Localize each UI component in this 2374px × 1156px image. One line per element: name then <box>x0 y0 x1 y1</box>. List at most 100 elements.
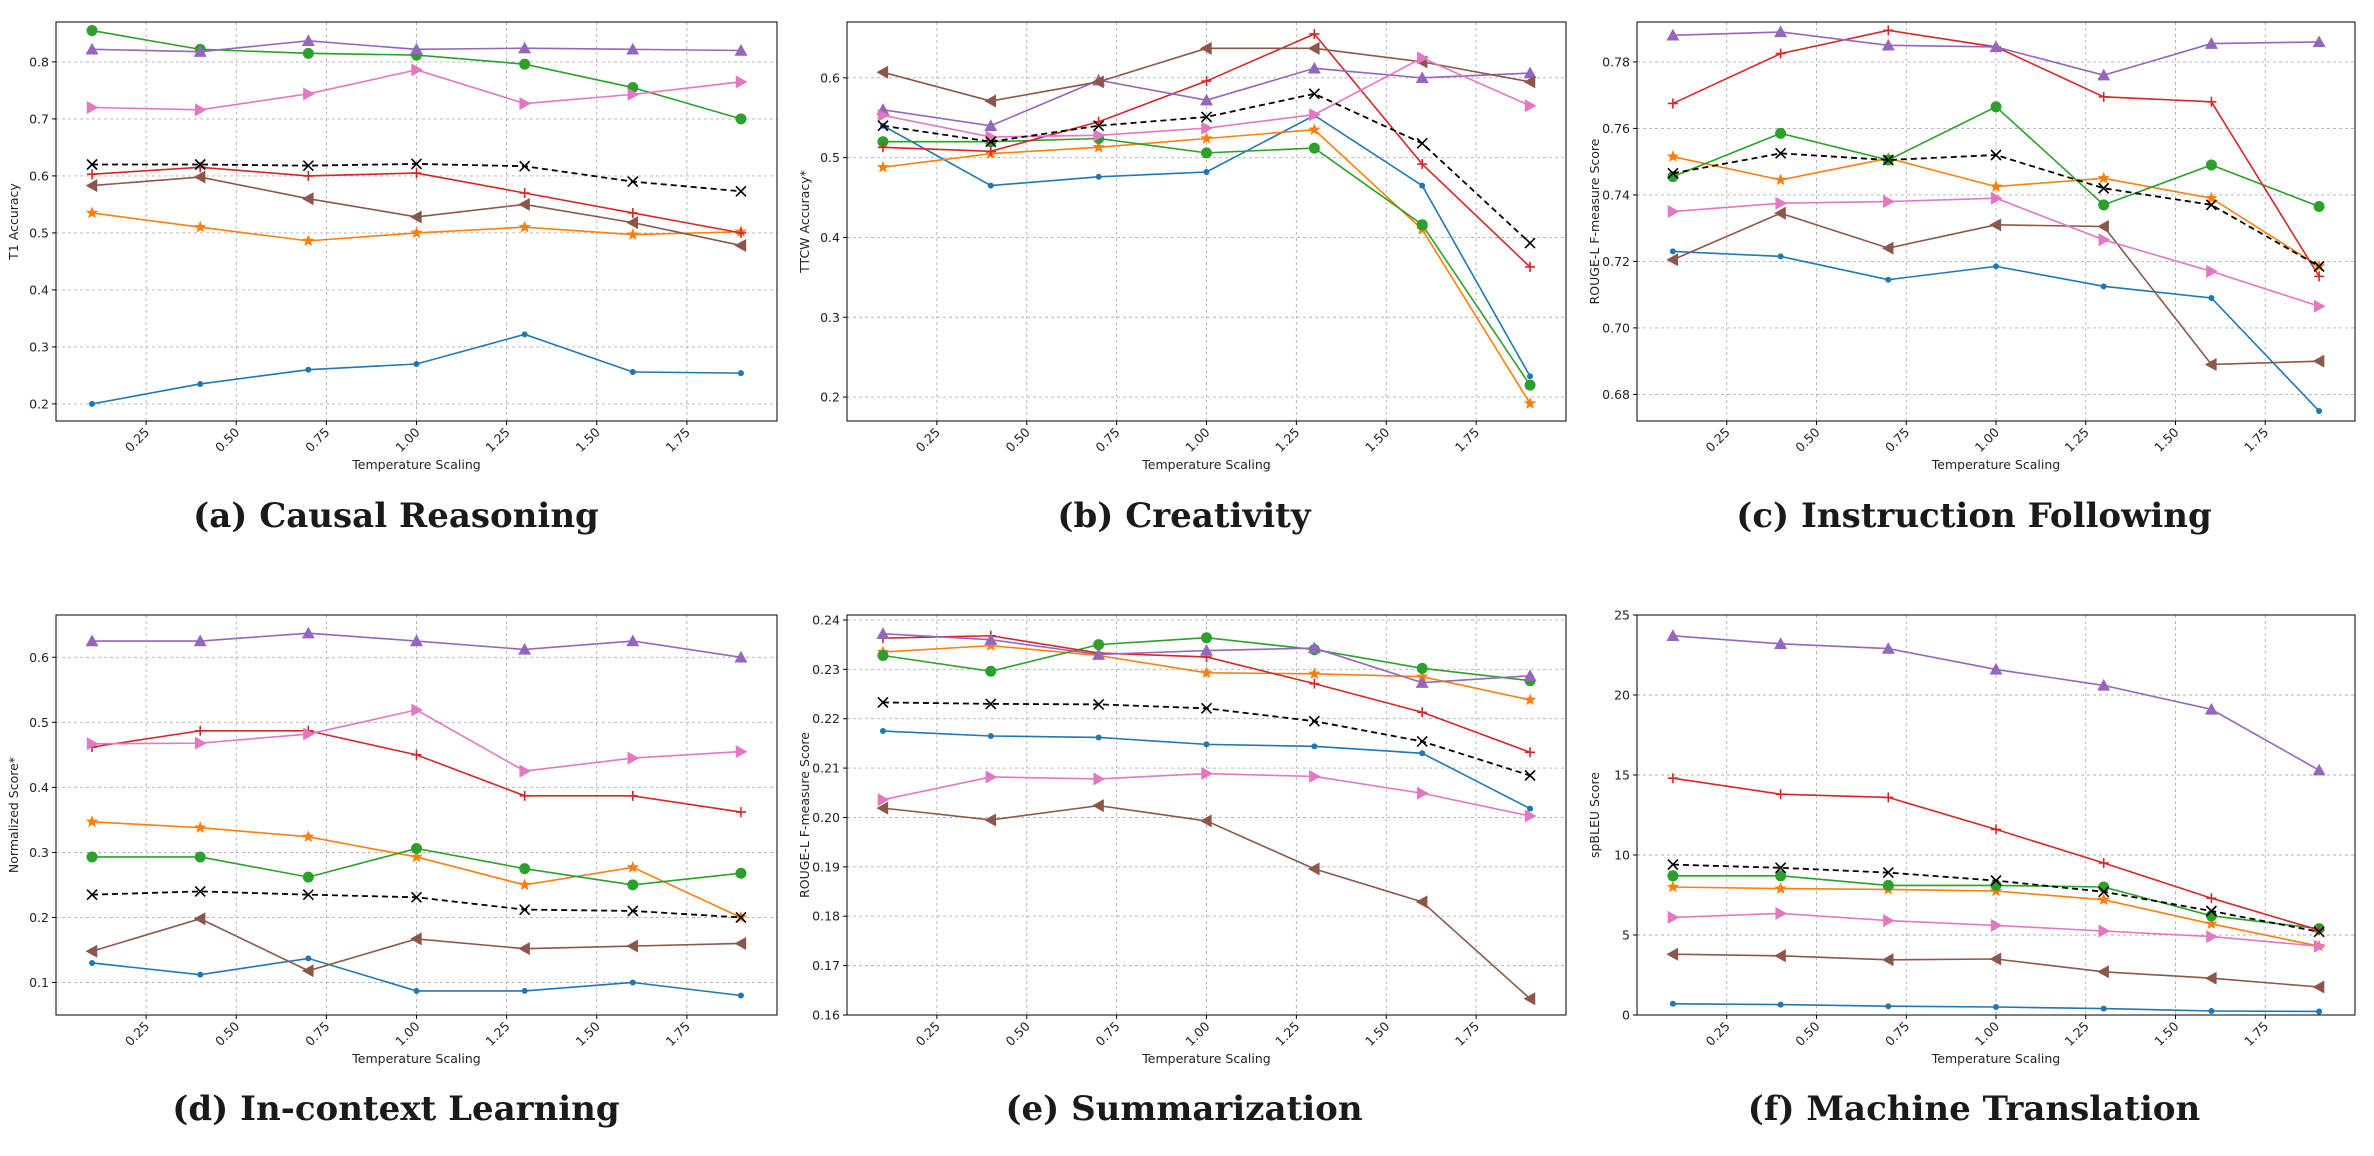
data-point <box>627 790 638 801</box>
data-point <box>737 992 744 999</box>
data-point <box>985 665 997 677</box>
data-point <box>1200 666 1213 679</box>
y-tick-label: 0.6 <box>29 650 49 665</box>
data-point <box>984 639 997 651</box>
data-point <box>411 703 423 717</box>
x-tick-label: 1.75 <box>663 1019 693 1049</box>
data-point <box>519 904 531 916</box>
data-point <box>2204 37 2218 49</box>
data-point <box>413 361 420 367</box>
data-point <box>1309 678 1320 689</box>
subfigure-caption: (b) Creativity <box>1057 496 1311 536</box>
y-tick-label: 0.74 <box>1602 187 1630 202</box>
data-point <box>1415 676 1429 688</box>
data-point <box>1415 895 1428 909</box>
data-point <box>305 366 312 373</box>
y-tick-label: 0.24 <box>812 612 840 627</box>
data-point <box>877 136 889 148</box>
data-point <box>1308 142 1320 154</box>
data-point <box>2316 408 2323 415</box>
data-point <box>1667 870 1679 882</box>
x-axis-label: Temperature Scaling <box>1141 1051 1270 1066</box>
data-point <box>629 979 636 986</box>
data-point <box>1989 180 2003 192</box>
data-point <box>626 634 640 647</box>
data-point <box>194 851 206 863</box>
data-point <box>2098 199 2110 211</box>
data-point <box>89 959 96 966</box>
data-point <box>1524 379 1536 391</box>
x-tick-label: 0.75 <box>1092 1019 1122 1049</box>
x-tick-label: 1.75 <box>663 425 693 455</box>
data-point <box>1523 992 1536 1006</box>
data-point <box>1523 396 1537 409</box>
data-point <box>86 851 98 863</box>
data-point <box>735 227 746 238</box>
data-point <box>1524 99 1537 113</box>
y-tick-label: 10 <box>1614 848 1630 863</box>
y-tick-label: 0.16 <box>812 1008 840 1023</box>
data-point <box>1201 147 1212 159</box>
series-line-1 <box>91 333 741 405</box>
data-point <box>303 87 315 101</box>
x-tick-label: 1.00 <box>392 424 422 454</box>
y-tick-label: 0.5 <box>29 715 49 730</box>
y-tick-label: 0.18 <box>812 909 840 924</box>
data-point <box>1527 373 1534 380</box>
data-point <box>1093 120 1105 132</box>
data-point <box>1525 261 1536 272</box>
x-tick-label: 1.75 <box>1452 1019 1482 1049</box>
data-point <box>2313 260 2325 272</box>
data-point <box>1203 169 1210 176</box>
data-point <box>1990 149 2002 161</box>
data-point <box>735 113 747 125</box>
data-point <box>195 725 206 736</box>
y-tick-label: 0.2 <box>820 390 840 405</box>
data-point <box>410 210 422 224</box>
data-point <box>303 170 314 181</box>
data-point <box>194 821 207 833</box>
data-point <box>1881 953 1894 967</box>
data-point <box>2312 980 2325 994</box>
data-point <box>2098 182 2110 194</box>
chart-panel-3: 0.25 0.50 0.75 1.00 1.25 1.50 1.75 0.68 0.70 0.72… <box>1587 21 2356 536</box>
data-point <box>629 368 636 375</box>
data-point <box>1666 150 1680 162</box>
y-tick-label: 0.4 <box>29 282 49 297</box>
y-axis-label: Normalized Score* <box>6 757 21 873</box>
data-point <box>519 58 531 70</box>
data-point <box>194 158 206 171</box>
y-axis-label: ROUGE-L F-measure Score <box>1587 138 1602 304</box>
data-point <box>1093 698 1105 710</box>
y-tick-label: 20 <box>1614 688 1630 703</box>
data-point <box>735 185 747 197</box>
data-point <box>85 634 99 647</box>
y-tick-label: 0.22 <box>812 711 840 726</box>
data-point <box>985 136 997 148</box>
data-point <box>1774 882 1787 894</box>
data-point <box>1307 41 1320 55</box>
data-point <box>2097 893 2110 906</box>
data-point <box>985 698 997 710</box>
data-point <box>877 120 889 132</box>
y-tick-label: 0.72 <box>1602 254 1630 269</box>
data-point <box>1095 173 1102 180</box>
x-tick-label: 1.25 <box>482 425 512 455</box>
data-point <box>1415 71 1429 84</box>
data-point <box>984 119 998 131</box>
data-point <box>1775 789 1786 800</box>
data-point <box>2097 678 2111 691</box>
data-point <box>2205 199 2217 211</box>
data-point <box>1417 51 1429 65</box>
data-point <box>518 942 530 956</box>
data-point <box>1667 98 1678 109</box>
data-point <box>2098 886 2110 898</box>
data-point <box>1882 154 1894 166</box>
data-point <box>303 727 315 741</box>
data-point <box>877 142 888 153</box>
data-point <box>301 964 314 978</box>
data-point <box>85 815 99 828</box>
data-point <box>1309 28 1320 39</box>
data-point <box>518 220 531 233</box>
